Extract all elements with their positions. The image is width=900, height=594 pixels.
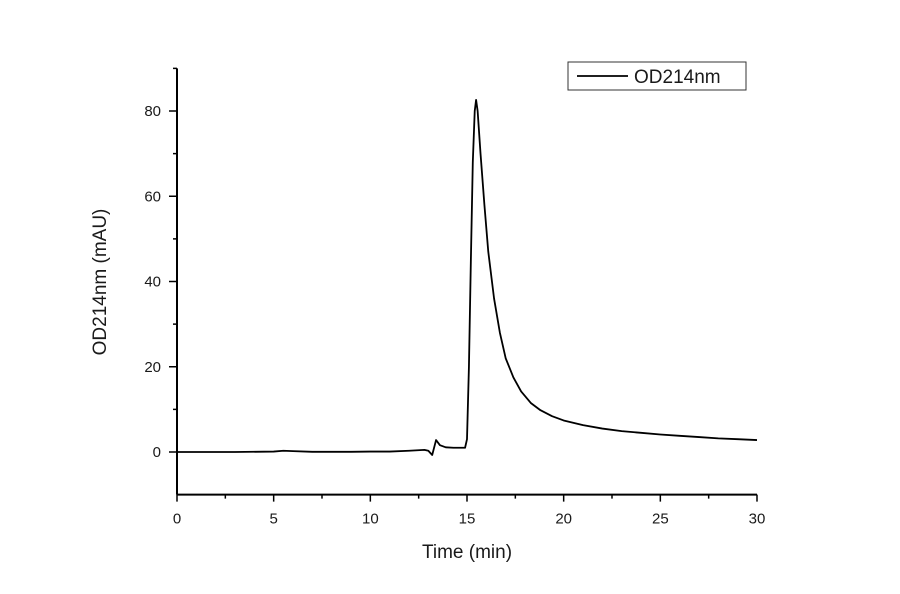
y-tick-label: 40 xyxy=(144,274,161,291)
legend-label-od214nm: OD214nm xyxy=(634,67,721,88)
y-tick-label: 60 xyxy=(144,188,161,205)
y-axis-title: OD214nm (mAU) xyxy=(90,209,111,356)
x-tick-label: 30 xyxy=(749,511,766,528)
x-tick-label: 0 xyxy=(173,511,181,528)
axes xyxy=(173,67,757,496)
y-axis-ticks: 0 20 40 60 80 xyxy=(144,103,177,461)
x-axis-title: Time (min) xyxy=(422,542,512,563)
x-tick-label: 20 xyxy=(555,511,572,528)
x-tick-label: 5 xyxy=(269,511,277,528)
x-axis-ticks: 0 5 10 15 20 25 30 xyxy=(173,494,766,528)
y-tick-label: 80 xyxy=(144,103,161,120)
x-tick-label: 10 xyxy=(362,511,379,528)
y-tick-label: 0 xyxy=(153,444,161,461)
x-tick-label: 15 xyxy=(459,511,476,528)
y-tick-label: 20 xyxy=(144,359,161,376)
x-tick-label: 25 xyxy=(652,511,669,528)
legend: OD214nm xyxy=(567,61,747,91)
series-line-od214nm xyxy=(177,99,758,456)
